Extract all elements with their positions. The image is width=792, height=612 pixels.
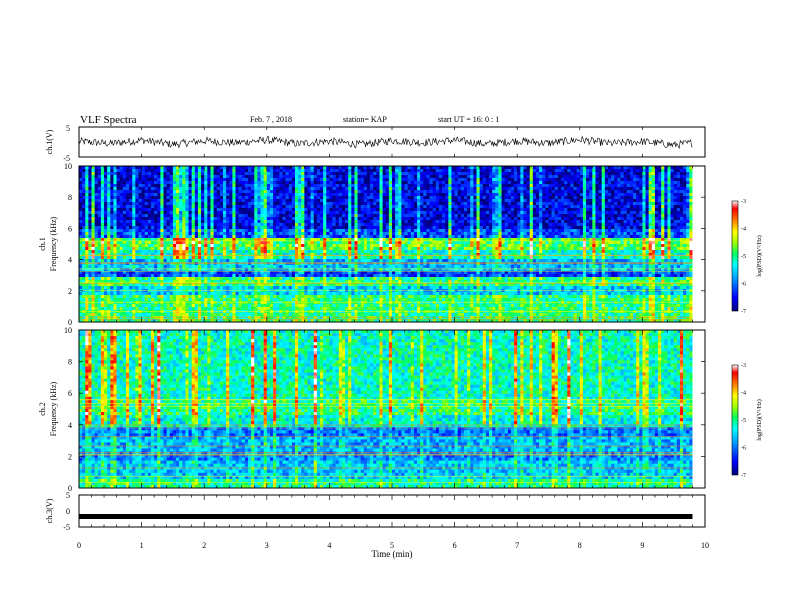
colorbar-tick-label: -4 <box>741 391 746 397</box>
ch2-spectrogram-channel-label: ch.2 <box>38 402 47 416</box>
ch3-ytick-top: 5 <box>66 491 70 500</box>
start-time-label: start UT = 16: 0 : 1 <box>438 115 499 124</box>
x-axis-label: Time (min) <box>372 549 413 559</box>
x-tick-label: 3 <box>265 541 269 550</box>
spectrogram-ytick-label: 4 <box>68 421 72 430</box>
ch1-waveform-panel: ch.1(V) 5 -5 <box>45 124 706 163</box>
colorbar-tick-label: -6 <box>741 446 746 452</box>
x-tick-label: 2 <box>202 541 206 550</box>
colorbar-tick-label: -6 <box>741 282 746 288</box>
ch2-spectrogram-panel: ch.2 Frequency (kHz) 0 2 4 6 8 10 <box>38 326 706 493</box>
colorbar-tick-label: -3 <box>741 363 746 369</box>
x-tick-label: 0 <box>77 541 81 550</box>
ch3-waveform-panel: ch.3(V) 5 0 -5 0 1 2 3 4 5 6 7 8 9 10 Time (min) <box>45 491 709 559</box>
colorbar-tick-label: -3 <box>741 199 746 205</box>
station-label: station= KAP <box>343 115 387 124</box>
spectrogram-ytick-label: 10 <box>64 326 72 335</box>
spectrogram-ytick-label: 0 <box>68 318 72 327</box>
spectrogram-ytick-label: 0 <box>68 484 72 493</box>
spectrogram-ytick-label: 6 <box>68 389 72 398</box>
x-tick-label: 4 <box>327 541 331 550</box>
figure-title: VLF Spectra <box>80 114 137 126</box>
ch2-colorbar-label: log(PSD)(V²/Hz) <box>756 399 763 440</box>
x-tick-label: 6 <box>453 541 457 550</box>
spectrogram-ytick-label: 2 <box>68 287 72 296</box>
ch1-spectrogram-image <box>79 166 705 323</box>
ch3-waveform-ylabel: ch.3(V) <box>45 498 54 523</box>
spectrogram-ytick-label: 10 <box>64 162 72 171</box>
ch1-spectrogram-channel-label: ch.1 <box>38 237 47 251</box>
x-tick-label: 10 <box>701 541 709 550</box>
colorbar-tick-label: -4 <box>741 227 746 233</box>
ch1-spectrogram-ylabel: Frequency (kHz) <box>49 216 58 271</box>
ch1-ytick-top: 5 <box>66 124 70 133</box>
ch1-waveform-ylabel: ch.1(V) <box>45 129 54 154</box>
ch2-colorbar: -3 -4 -5 -6 -7 log(PSD)(V²/Hz) <box>731 363 763 479</box>
ch3-ytick-bottom: -5 <box>63 523 70 532</box>
x-tick-label: 5 <box>390 541 394 550</box>
ch2-spectrogram-ylabel: Frequency (kHz) <box>49 381 58 436</box>
ch1-ytick-bottom: -5 <box>63 154 70 163</box>
ch1-colorbar: -3 -4 -5 -6 -7 log(PSD)(V²/Hz) <box>731 199 763 315</box>
x-tick-label: 8 <box>578 541 582 550</box>
spectrogram-ytick-label: 8 <box>68 358 72 367</box>
x-tick-label: 9 <box>640 541 644 550</box>
ch1-waveform-line <box>78 135 693 150</box>
colorbar-tick-label: -5 <box>741 418 746 424</box>
date-label: Feb. 7 , 2018 <box>250 115 292 124</box>
x-tick-label: 1 <box>140 541 144 550</box>
spectrogram-ytick-label: 2 <box>68 452 72 461</box>
ch3-ytick-mid: 0 <box>66 507 70 516</box>
x-tick-label: 7 <box>515 541 519 550</box>
colorbar-tick-label: -5 <box>741 254 746 260</box>
spectrogram-ytick-label: 4 <box>68 256 72 265</box>
ch1-colorbar-label: log(PSD)(V²/Hz) <box>756 235 763 276</box>
spectrogram-ytick-label: 6 <box>68 224 72 233</box>
colorbar-tick-label: -7 <box>741 309 746 315</box>
colorbar-tick-label: -7 <box>741 473 746 479</box>
ch2-spectrogram-image <box>79 330 705 489</box>
spectrogram-ytick-label: 8 <box>68 193 72 202</box>
ch1-spectrogram-panel: ch.1 Frequency (kHz) 0 2 4 6 8 10 <box>38 162 706 327</box>
